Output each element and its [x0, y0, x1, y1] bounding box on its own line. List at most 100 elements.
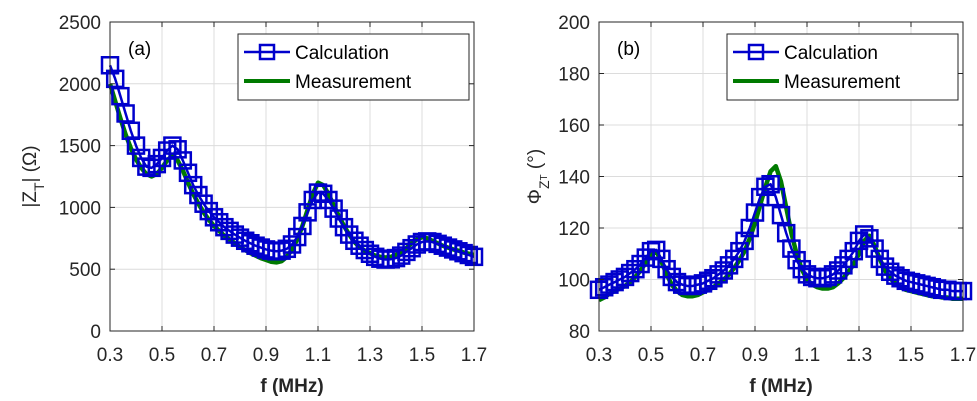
y-tick-label-b-4: 160 [558, 116, 590, 137]
point-a-calculation-16 [183, 175, 203, 195]
point-a-calculation-41 [313, 184, 333, 204]
point-a-calculation-3 [116, 104, 135, 123]
x-tick-label-b-6: 1.5 [898, 345, 924, 366]
y-tick-label-b-5: 180 [558, 65, 590, 86]
point-a-calculation-1 [105, 69, 125, 89]
x-tick-label-a-1: 0.5 [149, 345, 175, 366]
x-tick-label-b-7: 1.7 [950, 345, 976, 366]
x-tick-label-b-5: 1.3 [846, 345, 872, 366]
y-tick-label-b-2: 120 [558, 219, 590, 240]
legend-a-measurement-label: Measurement [295, 72, 412, 93]
point-b-calculation-52 [860, 229, 879, 248]
point-b-calculation-33 [761, 174, 780, 194]
point-a-calculation-2 [111, 86, 130, 106]
point-a-calculation-69 [459, 245, 479, 265]
x-tick-label-b-0: 0.3 [586, 345, 612, 366]
y-axis-label-b-sub: Z [536, 180, 552, 189]
point-b-calculation-51 [854, 225, 874, 244]
legend-a-calculation-marker [258, 43, 276, 61]
point-a-calculation-15 [178, 163, 198, 183]
point-b-calculation-44 [818, 267, 838, 287]
point-a-calculation-47 [345, 231, 364, 251]
y-axis-label-b-unit: (°) [525, 149, 546, 175]
x-tick-label-b-4: 1.1 [794, 345, 820, 366]
y-axis-label-a: |ZT| (Ω) [20, 145, 47, 207]
point-b-calculation-34 [766, 187, 786, 207]
point-a-calculation-34 [277, 239, 297, 259]
point-b-calculation-28 [735, 231, 754, 251]
y-tick-label-b-0: 80 [569, 322, 590, 343]
point-a-calculation-5 [126, 136, 146, 155]
point-b-calculation-21 [698, 271, 718, 291]
point-b-calculation-24 [714, 261, 734, 280]
point-a-calculation-9 [147, 154, 167, 174]
point-a-calculation-14 [173, 151, 193, 170]
x-tick-label-a-5: 1.3 [357, 345, 383, 366]
y-tick-label-b-1: 100 [558, 271, 590, 292]
legend-b: Calculation Measurement [726, 33, 959, 101]
legend-box-a [237, 33, 470, 101]
point-b-calculation-49 [844, 241, 864, 261]
panel-label-a: (a) [128, 39, 151, 60]
point-a-calculation-36 [287, 227, 307, 247]
point-b-calculation-4 [610, 270, 630, 289]
point-b-calculation-12 [652, 249, 671, 269]
point-b-calculation-46 [828, 261, 848, 280]
legend-b-calculation-label: Calculation [784, 43, 878, 64]
chart-b: 0.3 0.5 0.7 0.9 1.1 1.3 1.5 1.7 80 100 120 140 160 18… [525, 13, 976, 397]
y-axis-label-a-unit: | (Ω) [20, 145, 41, 182]
point-a-calculation-20 [204, 208, 224, 227]
x-tick-label-b-3: 0.9 [742, 345, 768, 366]
y-axis-label-b: ΦZT (°) [525, 149, 552, 204]
point-a-calculation-46 [339, 225, 359, 244]
y-tick-label-a-2: 1000 [59, 198, 101, 219]
y-tick-label-a-4: 2000 [59, 75, 101, 96]
point-a-calculation-37 [293, 216, 312, 236]
x-tick-label-a-0: 0.3 [97, 345, 123, 366]
point-b-calculation-27 [730, 241, 749, 261]
legend-b-measurement-label: Measurement [784, 72, 901, 93]
point-a-calculation-68 [454, 243, 473, 263]
point-a-calculation-33 [272, 241, 291, 260]
plot-frame-a [109, 21, 475, 332]
point-a-calculation-19 [199, 201, 219, 221]
y-tick-label-b-3: 140 [558, 168, 590, 189]
point-a-calculation-43 [324, 199, 343, 218]
point-b-calculation-8 [631, 254, 650, 274]
x-tick-label-a-3: 0.9 [253, 345, 279, 366]
chart-a: 0.3 0.5 0.7 0.9 1.1 1.3 1.5 1.7 0 500 1000 1500 2000… [20, 13, 487, 397]
point-b-calculation-47 [834, 256, 853, 275]
point-a-calculation-11 [157, 141, 177, 160]
x-tick-label-b-2: 0.7 [690, 345, 716, 366]
point-b-calculation-32 [756, 177, 775, 197]
x-axis-label-a: f (MHz) [260, 376, 323, 397]
x-tick-label-a-2: 0.7 [201, 345, 227, 366]
x-tick-label-b-1: 0.5 [638, 345, 664, 366]
y-tick-label-a-5: 2500 [59, 13, 101, 34]
point-a-calculation-13 [168, 140, 187, 159]
y-tick-label-a-0: 0 [90, 322, 101, 343]
y-tick-label-a-1: 500 [69, 260, 101, 281]
point-a-calculation-12 [163, 136, 182, 155]
x-tick-label-a-6: 1.5 [409, 345, 435, 366]
legend-a: Calculation Measurement [237, 33, 470, 101]
point-a-calculation-8 [142, 158, 161, 178]
y-axis-label-b-subsub: T [539, 174, 550, 180]
y-tick-label-a-3: 1500 [59, 137, 101, 158]
point-b-calculation-35 [771, 205, 791, 225]
point-b-calculation-25 [719, 256, 739, 275]
y-axis-label-a-main: |Z [20, 191, 41, 208]
y-tick-label-b-6: 200 [558, 13, 590, 34]
panel-label-b: (b) [617, 39, 640, 60]
legend-a-calculation-label: Calculation [295, 43, 389, 64]
point-a-calculation-55 [386, 248, 406, 268]
y-axis-label-b-main: Φ [525, 189, 546, 204]
legend-box-b [726, 33, 959, 101]
x-tick-label-a-4: 1.1 [305, 345, 331, 366]
x-axis-label-b: f (MHz) [749, 376, 812, 397]
legend-b-calculation-marker [747, 43, 765, 61]
x-tick-label-a-7: 1.7 [461, 345, 487, 366]
point-b-calculation-53 [865, 239, 884, 258]
point-b-calculation-7 [626, 259, 645, 279]
